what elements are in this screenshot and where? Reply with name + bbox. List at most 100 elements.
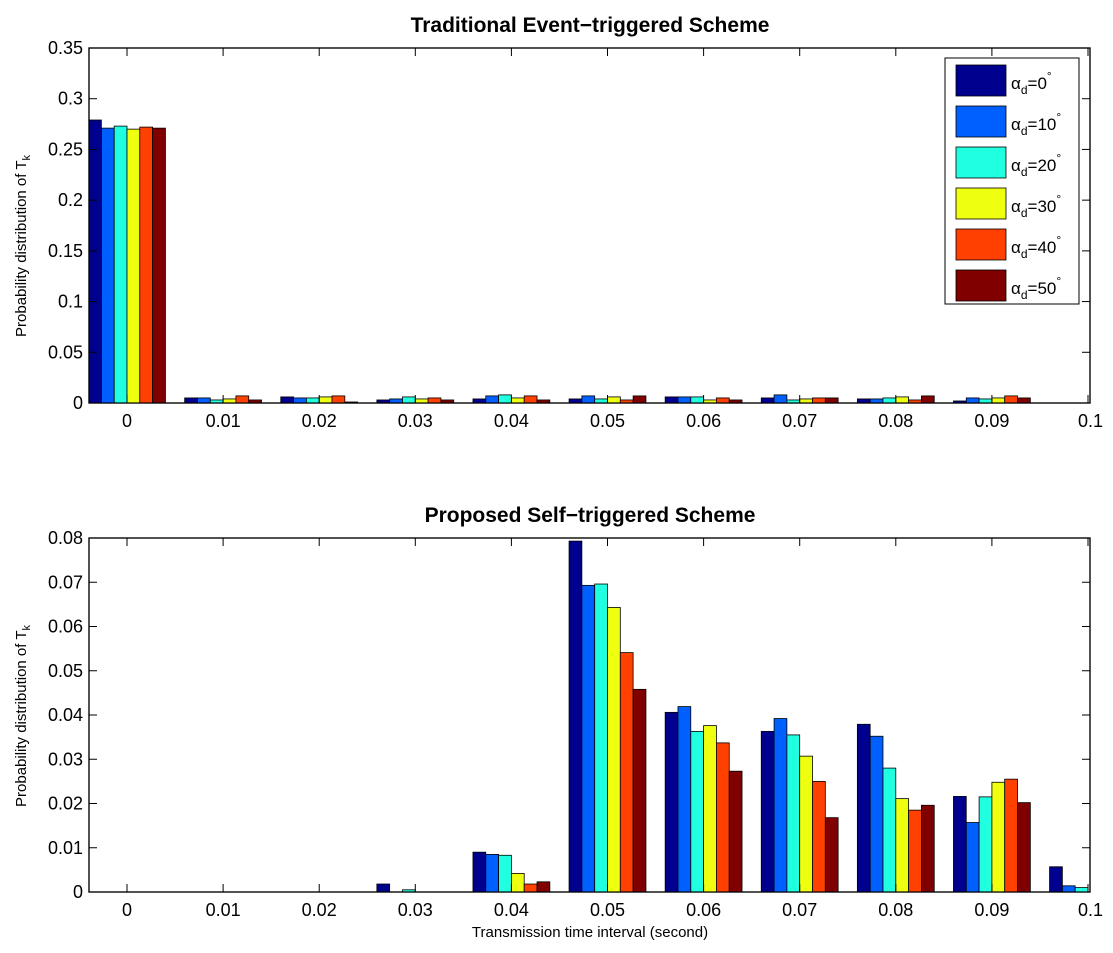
top-ytick-label: 0.3 bbox=[58, 89, 83, 109]
top-bar-s4-c4 bbox=[523, 395, 538, 404]
bottom-ytick-label: 0.06 bbox=[48, 617, 83, 637]
top-axis-box bbox=[88, 47, 1091, 404]
top-bar-s2-c2 bbox=[305, 397, 320, 404]
legend-label-3: αd=30° bbox=[1011, 192, 1061, 220]
bottom-ytick-label: 0.03 bbox=[48, 749, 83, 769]
top-ytick-label: 0.35 bbox=[48, 38, 83, 58]
top-xtick-label: 0.05 bbox=[590, 411, 625, 431]
top-chart: Traditional Event−triggered Scheme Proba… bbox=[13, 14, 1103, 431]
top-bar-s0-c5 bbox=[568, 398, 583, 404]
top-bar-s1-c2 bbox=[293, 397, 307, 404]
bottom-bar-s2-c6 bbox=[690, 730, 704, 893]
bottom-bar-s2-c7 bbox=[786, 734, 801, 893]
top-bar-s0-c6 bbox=[664, 396, 679, 404]
bottom-bar-s1-c9 bbox=[965, 822, 980, 893]
top-bar-s2-c5 bbox=[594, 398, 608, 404]
bottom-bar-s4-c4 bbox=[523, 883, 538, 893]
legend-swatch-1 bbox=[955, 105, 1007, 138]
top-bar-s2-c0 bbox=[113, 125, 128, 404]
top-ytick-label: 0.1 bbox=[58, 292, 83, 312]
top-y-axis-label: Probability distribution of Tk bbox=[13, 155, 33, 337]
bottom-bar-s2-c10 bbox=[1074, 887, 1089, 893]
top-bar-s3-c8 bbox=[895, 396, 910, 404]
top-bar-s3-c7 bbox=[799, 398, 813, 404]
bottom-xtick-label: 0.06 bbox=[686, 900, 721, 920]
top-bar-s5-c8 bbox=[921, 395, 935, 404]
top-bar-s1-c4 bbox=[485, 395, 499, 404]
bottom-bar-s1-c8 bbox=[869, 735, 884, 893]
top-bar-s4-c9 bbox=[1004, 395, 1018, 404]
legend-label-5: αd=50° bbox=[1011, 274, 1061, 302]
top-bar-s0-c1 bbox=[184, 397, 198, 404]
top-bar-s3-c1 bbox=[222, 398, 237, 404]
top-xtick-label: 0.02 bbox=[302, 411, 337, 431]
bottom-bar-s2-c9 bbox=[978, 796, 993, 893]
top-bar-s0-c8 bbox=[856, 398, 871, 404]
top-bar-s2-c3 bbox=[402, 396, 416, 404]
top-bar-s4-c1 bbox=[235, 395, 250, 404]
bottom-bar-s1-c6 bbox=[677, 706, 692, 893]
top-xtick-label: 0.08 bbox=[878, 411, 913, 431]
top-bar-s1-c6 bbox=[677, 396, 692, 404]
top-xtick-label: 0.01 bbox=[206, 411, 241, 431]
bottom-bar-s3-c8 bbox=[895, 798, 910, 893]
bottom-xtick-label: 0.07 bbox=[782, 900, 817, 920]
top-xtick-label: 0.06 bbox=[686, 411, 721, 431]
bottom-chart-title: Proposed Self−triggered Scheme bbox=[425, 504, 756, 527]
top-ytick-label: 0.25 bbox=[48, 139, 83, 159]
bottom-bar-s3-c9 bbox=[991, 781, 1006, 893]
bottom-ytick-label: 0.05 bbox=[48, 661, 83, 681]
bottom-xtick-label: 0.09 bbox=[974, 900, 1009, 920]
top-xtick-label: 0 bbox=[122, 411, 132, 431]
bottom-bar-s4-c9 bbox=[1004, 778, 1018, 893]
bottom-bar-s0-c10 bbox=[1049, 866, 1063, 893]
bottom-bar-s2-c8 bbox=[882, 767, 897, 893]
bottom-bar-s2-c4 bbox=[498, 854, 512, 893]
bottom-ytick-label: 0.04 bbox=[48, 705, 83, 725]
top-bar-s4-c2 bbox=[331, 395, 346, 404]
top-bar-s3-c4 bbox=[510, 397, 525, 404]
bottom-bar-s4-c7 bbox=[812, 780, 826, 893]
bottom-bar-s1-c5 bbox=[581, 584, 596, 893]
legend-label-1: αd=10° bbox=[1011, 110, 1061, 138]
top-bar-s5-c0 bbox=[152, 127, 166, 404]
top-bar-s5-c9 bbox=[1017, 397, 1031, 404]
top-bar-s5-c5 bbox=[632, 395, 647, 404]
top-xtick-label: 0.1 bbox=[1078, 411, 1103, 431]
top-bar-s1-c3 bbox=[389, 398, 403, 404]
top-ytick-label: 0 bbox=[73, 393, 83, 413]
legend-label-2: αd=20° bbox=[1011, 151, 1061, 179]
top-ytick-label: 0.2 bbox=[58, 190, 83, 210]
bottom-bar-s5-c5 bbox=[632, 688, 647, 893]
top-plot-area bbox=[88, 47, 1091, 404]
legend-label-4: αd=40° bbox=[1011, 233, 1061, 261]
bottom-bar-s0-c3 bbox=[376, 883, 391, 893]
bottom-bar-s5-c6 bbox=[728, 770, 743, 893]
bottom-x-axis-label: Transmission time interval (second) bbox=[472, 924, 708, 941]
bottom-xtick-label: 0.1 bbox=[1078, 900, 1103, 920]
bottom-bar-s5-c8 bbox=[921, 804, 935, 893]
bottom-bar-s4-c5 bbox=[619, 652, 634, 893]
bottom-bar-s3-c7 bbox=[799, 755, 813, 893]
top-bar-s1-c5 bbox=[581, 395, 596, 404]
legend-swatch-5 bbox=[955, 269, 1007, 302]
top-bar-s0-c4 bbox=[472, 398, 487, 404]
bottom-bar-s1-c4 bbox=[485, 853, 499, 893]
bottom-bar-s0-c6 bbox=[664, 711, 679, 893]
top-chart-title: Traditional Event−triggered Scheme bbox=[411, 14, 770, 37]
bottom-xtick-label: 0.05 bbox=[590, 900, 625, 920]
top-bar-s0-c7 bbox=[760, 397, 775, 404]
bottom-bar-s0-c7 bbox=[760, 730, 775, 893]
top-bar-s4-c6 bbox=[716, 397, 730, 404]
top-bar-s2-c4 bbox=[498, 394, 512, 404]
legend-swatch-3 bbox=[955, 187, 1007, 220]
legend-swatch-2 bbox=[955, 146, 1007, 179]
bottom-bar-s0-c8 bbox=[856, 723, 871, 893]
bottom-xtick-label: 0.08 bbox=[878, 900, 913, 920]
bottom-bar-s3-c5 bbox=[607, 607, 621, 893]
bottom-xtick-label: 0.02 bbox=[302, 900, 337, 920]
bottom-bar-s4-c6 bbox=[716, 742, 730, 893]
top-bar-s4-c3 bbox=[427, 397, 442, 404]
top-xtick-label: 0.09 bbox=[974, 411, 1009, 431]
